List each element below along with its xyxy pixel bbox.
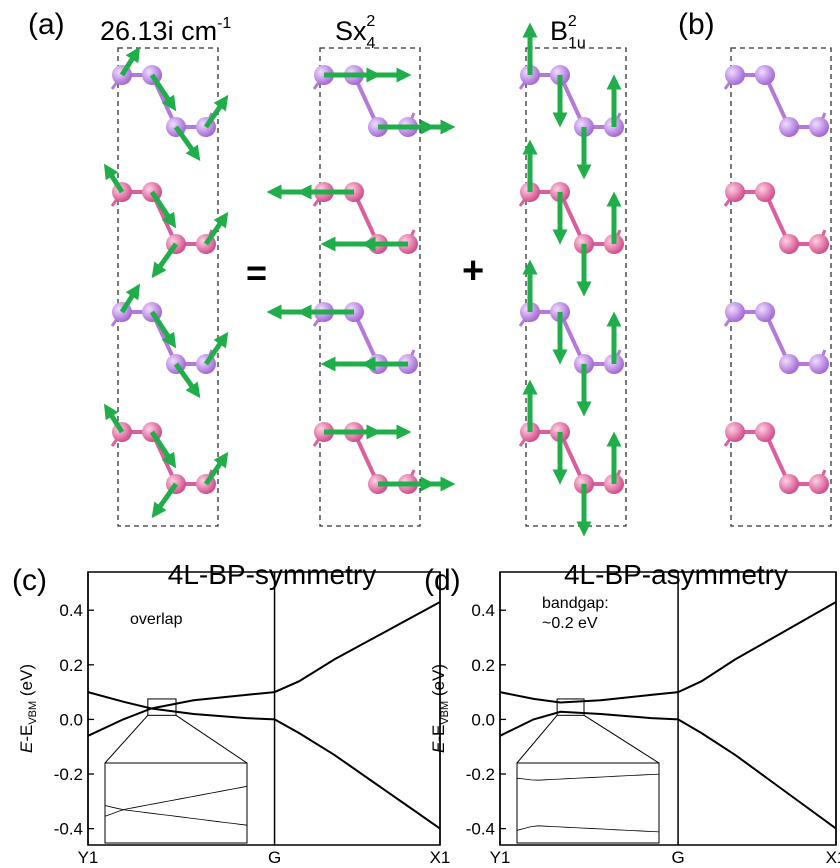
annotation: overlap [130,611,183,628]
superscript: -1 [217,15,231,32]
y-tick-label: 0.2 [59,656,83,675]
y-label-part: E [429,741,448,753]
figure: (a) 26.13i cm-1 = Sx4 2 + B1u 2 (b) (c) 4L-… [0,0,840,868]
mode-label: B1u 2 [550,13,586,52]
atom [755,302,775,322]
chart-title: 4L-BP-asymmetry [564,559,788,590]
displacement-arrow [156,484,176,512]
annotation: bandgap: [542,595,609,612]
x-tick-label: X1 [430,848,451,867]
atom [755,422,775,442]
superscript: 2 [366,13,375,30]
zoom-connector [584,715,659,763]
atom [725,422,745,442]
y-tick-label: 0.0 [59,710,83,729]
y-tick-label: -0.4 [466,820,495,839]
inset-box [105,763,247,843]
equals-sign: = [246,252,267,293]
zoom-connector [105,715,148,763]
panel-label: (a) [28,8,65,41]
superscript: 2 [568,13,577,30]
panel-label: (d) [424,564,461,597]
displacement-arrow [176,127,196,155]
y-tick-label: 0.4 [471,601,495,620]
y-label-part: (eV) [17,664,36,701]
atom [809,234,829,254]
atom [725,302,745,322]
annotation: ~0.2 eV [542,615,598,632]
displacement-arrow [176,364,196,392]
atom [725,65,745,85]
atom [755,65,775,85]
displacement-arrow [156,244,176,272]
mode-label: Sx4 2 [335,13,376,52]
atom [725,182,745,202]
subscript: 1u [568,35,586,52]
zoom-connector [176,715,247,763]
y-tick-label: 0.0 [471,710,495,729]
zoom-connector [517,715,557,763]
mode-text: 26.13i cm [100,16,217,46]
atom [809,117,829,137]
x-tick-label: X1 [826,848,840,867]
atom [779,234,799,254]
y-tick-label: 0.2 [471,656,495,675]
atom [779,117,799,137]
band-chart: (d) 4L-BP-asymmetry E-EVBM (eV) -0.4 -0.2 0.0… [424,559,840,867]
y-tick-label: -0.2 [54,765,83,784]
atom [779,474,799,494]
y-label-sub: VBM [27,701,39,725]
y-tick-label: 0.4 [59,601,83,620]
x-tick-label: Y1 [490,848,511,867]
y-label-sub: VBM [439,701,451,725]
panel-label: (c) [12,564,47,597]
y-axis-label: E-EVBM (eV) [17,664,39,753]
x-tick-label: G [268,848,281,867]
y-tick-label: -0.2 [466,765,495,784]
y-label-part: -E [17,725,36,742]
x-tick-label: G [671,848,684,867]
mode-label: 26.13i cm-1 [100,15,231,46]
atom [809,354,829,374]
y-label-part: (eV) [429,664,448,701]
y-label-part: -E [429,725,448,742]
atom [755,182,775,202]
atom [809,474,829,494]
mode-text: B [550,16,568,46]
subscript: 4 [367,35,376,52]
structure-panel: (a) 26.13i cm-1 = Sx4 2 + B1u 2 (b) [28,8,831,529]
y-tick-label: -0.4 [54,820,83,839]
chart-title: 4L-BP-symmetry [168,559,376,590]
x-tick-label: Y1 [78,848,99,867]
y-axis-label: E-EVBM (eV) [429,664,451,753]
atom [779,354,799,374]
panel-label: (b) [678,8,715,41]
plus-sign: + [462,250,484,292]
mode-text: Sx [335,16,367,46]
y-label-part: E [17,741,36,753]
